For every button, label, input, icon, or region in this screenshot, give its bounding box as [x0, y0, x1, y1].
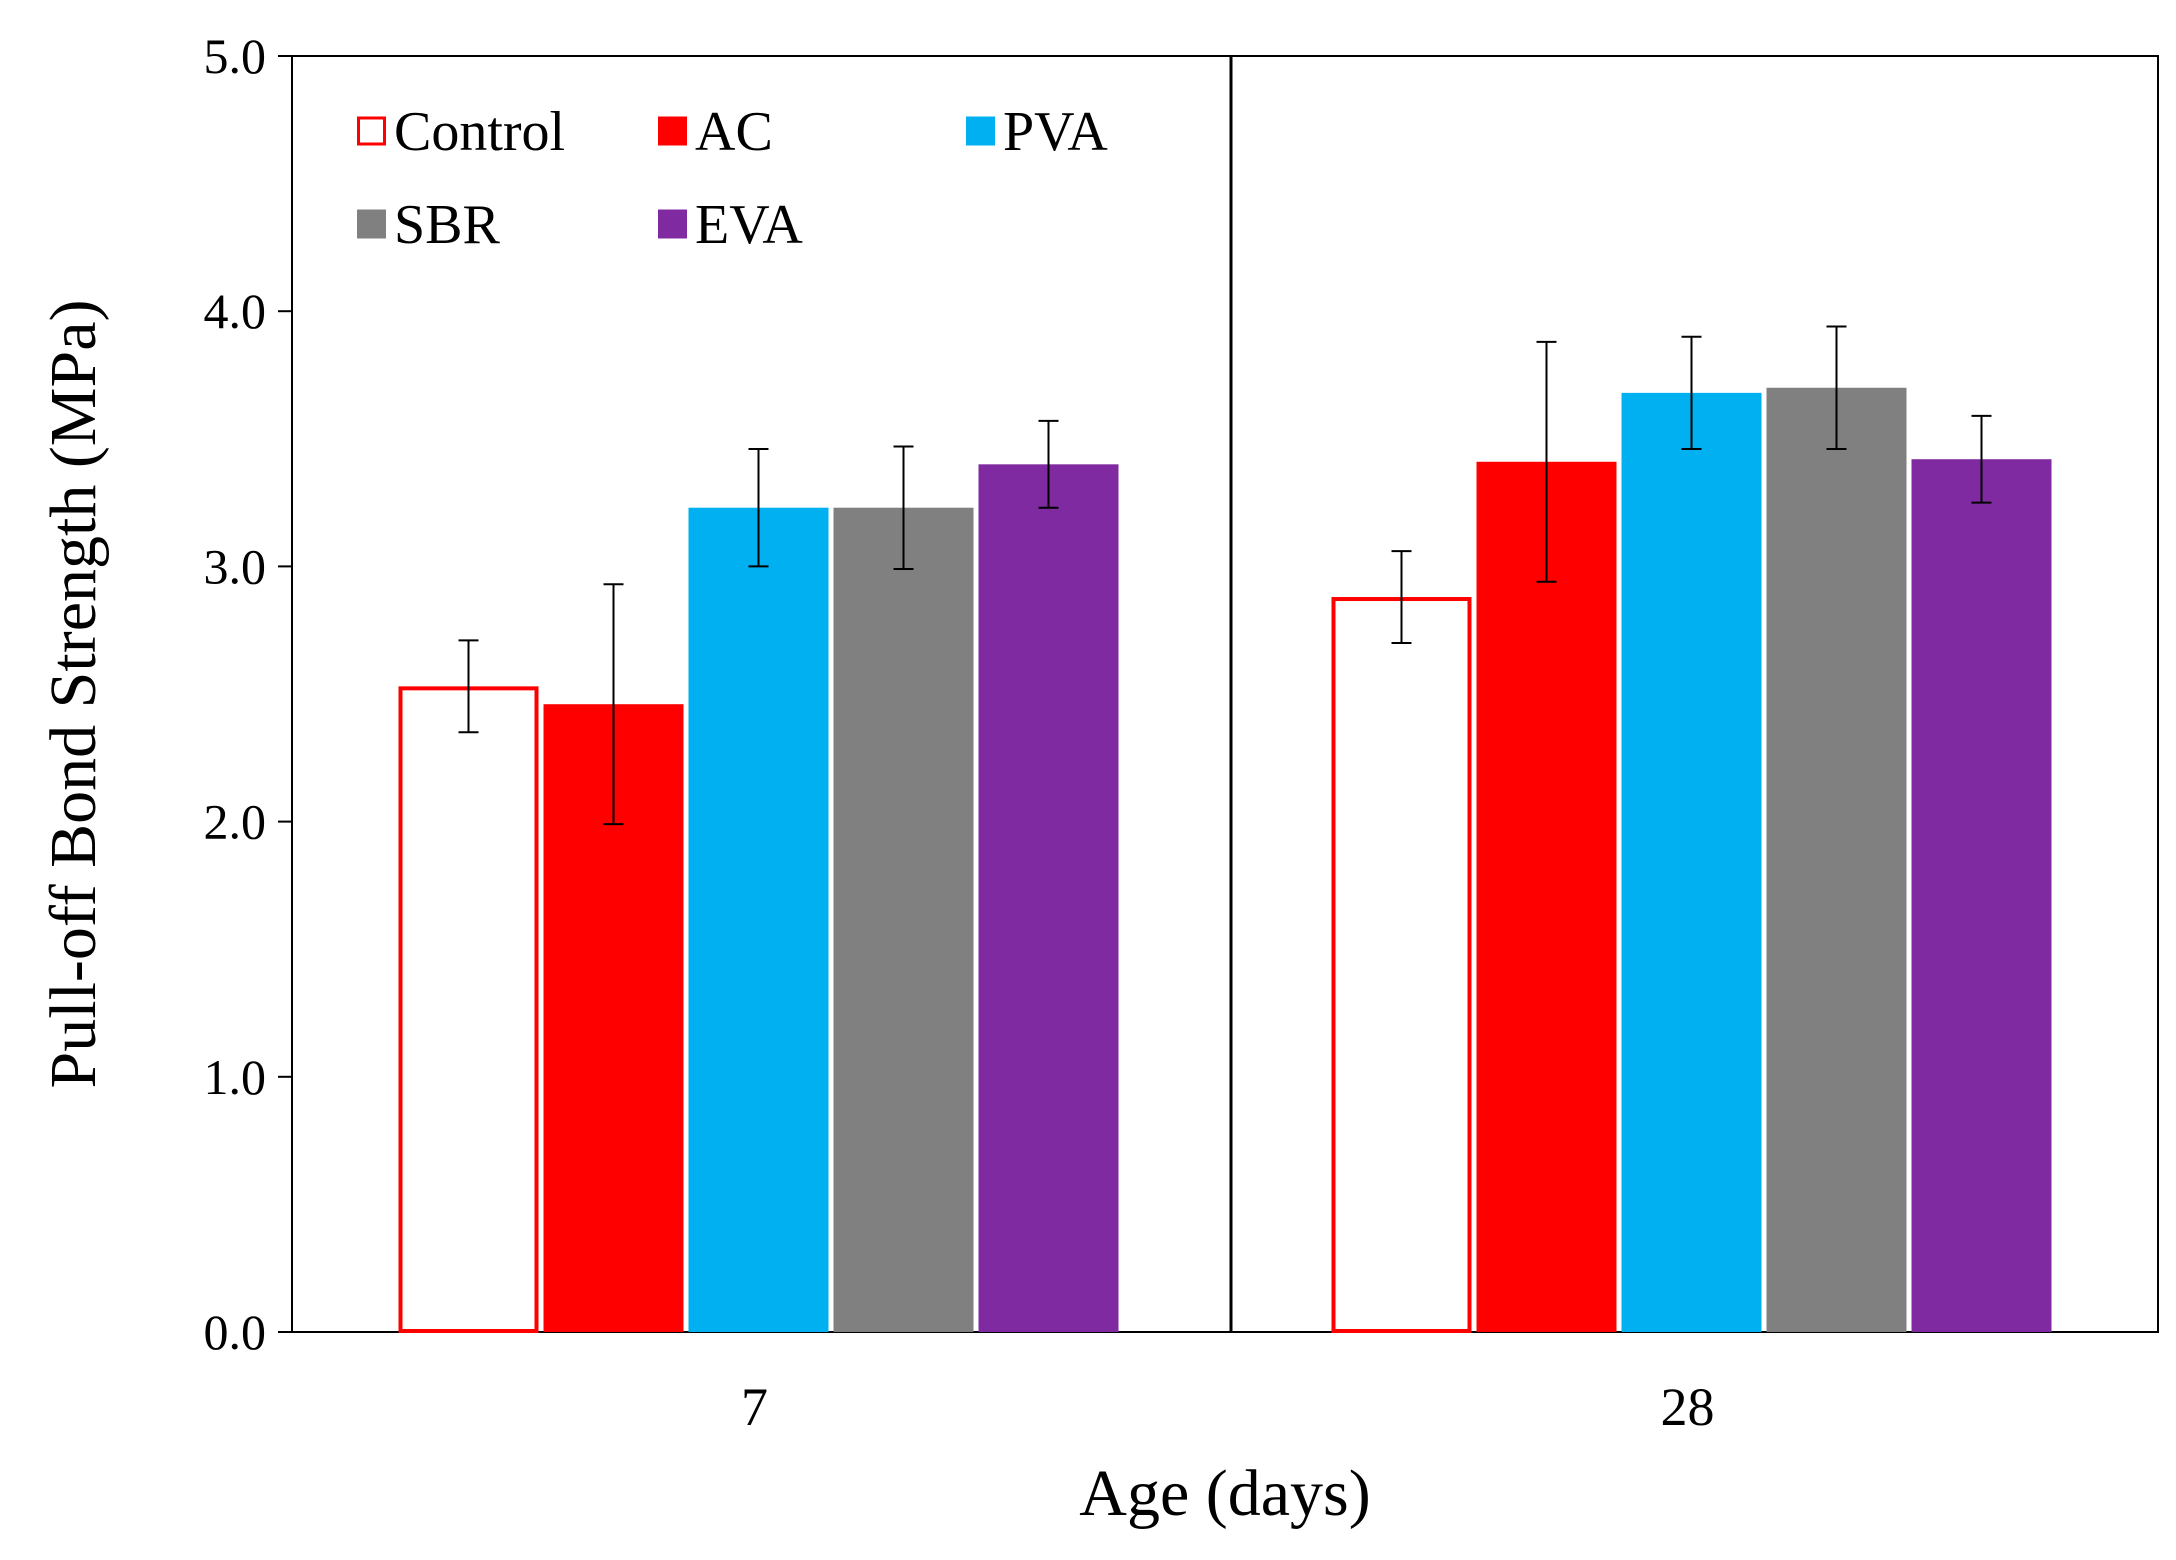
x-axis: 7 28 — [741, 1377, 1715, 1437]
legend-swatch — [658, 116, 687, 146]
error-bar-ac-7 — [603, 583, 624, 826]
x-category-label: 28 — [1661, 1377, 1715, 1437]
legend-swatch — [966, 116, 995, 146]
error-bar-ac-28 — [1536, 340, 1557, 583]
legend-item-pva: PVA — [966, 101, 1108, 163]
legend-item-ac: AC — [658, 101, 773, 163]
bar-sbr-7 — [833, 507, 974, 1333]
legend-label: EVA — [695, 194, 803, 256]
legend-label: SBR — [394, 194, 500, 256]
bar-pva-28 — [1621, 392, 1762, 1332]
y-tick-label: 0.0 — [204, 1304, 267, 1360]
bar-ac-28 — [1476, 461, 1617, 1332]
error-bar-pva-7 — [748, 448, 769, 568]
error-bar-eva-7 — [1038, 419, 1059, 509]
legend-swatch — [357, 116, 386, 146]
legend-swatch — [357, 209, 386, 239]
bar-pva-7 — [688, 507, 829, 1333]
y-tick-label: 2.0 — [204, 794, 267, 850]
bar-eva-7 — [978, 464, 1119, 1332]
y-tick-label: 1.0 — [204, 1049, 267, 1105]
error-bar-sbr-7 — [893, 445, 914, 570]
legend: Control AC PVA SBR EVA — [357, 101, 1108, 256]
bar-eva-28 — [1911, 459, 2052, 1332]
plot-area-frame — [291, 55, 2159, 1333]
bar-sbr-28 — [1766, 387, 1907, 1332]
y-tick-label: 3.0 — [204, 538, 267, 594]
y-axis: 0.0 1.0 2.0 3.0 4.0 5.0 — [204, 28, 292, 1360]
legend-swatch — [658, 209, 687, 239]
bar-control-28 — [1331, 597, 1472, 1333]
error-bar-control-28 — [1391, 550, 1412, 644]
legend-item-eva: EVA — [658, 194, 803, 256]
error-bar-control-7 — [458, 639, 479, 734]
bar-control-7 — [398, 686, 539, 1333]
y-tick-label: 4.0 — [204, 283, 267, 339]
legend-label: AC — [695, 101, 773, 163]
error-bars-layer — [458, 325, 1992, 826]
y-axis-title: Pull-off Bond Strength (MPa) — [37, 300, 110, 1089]
error-bar-eva-28 — [1971, 414, 1992, 504]
legend-label: Control — [394, 101, 565, 163]
legend-item-control: Control — [357, 101, 565, 163]
legend-item-sbr: SBR — [357, 194, 500, 256]
x-axis-title: Age (days) — [1079, 1457, 1370, 1530]
error-bar-sbr-28 — [1826, 325, 1847, 451]
y-tick-label: 5.0 — [204, 28, 267, 84]
error-bar-pva-28 — [1681, 335, 1702, 451]
bars-layer — [398, 387, 2052, 1333]
legend-label: PVA — [1003, 101, 1108, 163]
x-category-label: 7 — [741, 1377, 768, 1437]
